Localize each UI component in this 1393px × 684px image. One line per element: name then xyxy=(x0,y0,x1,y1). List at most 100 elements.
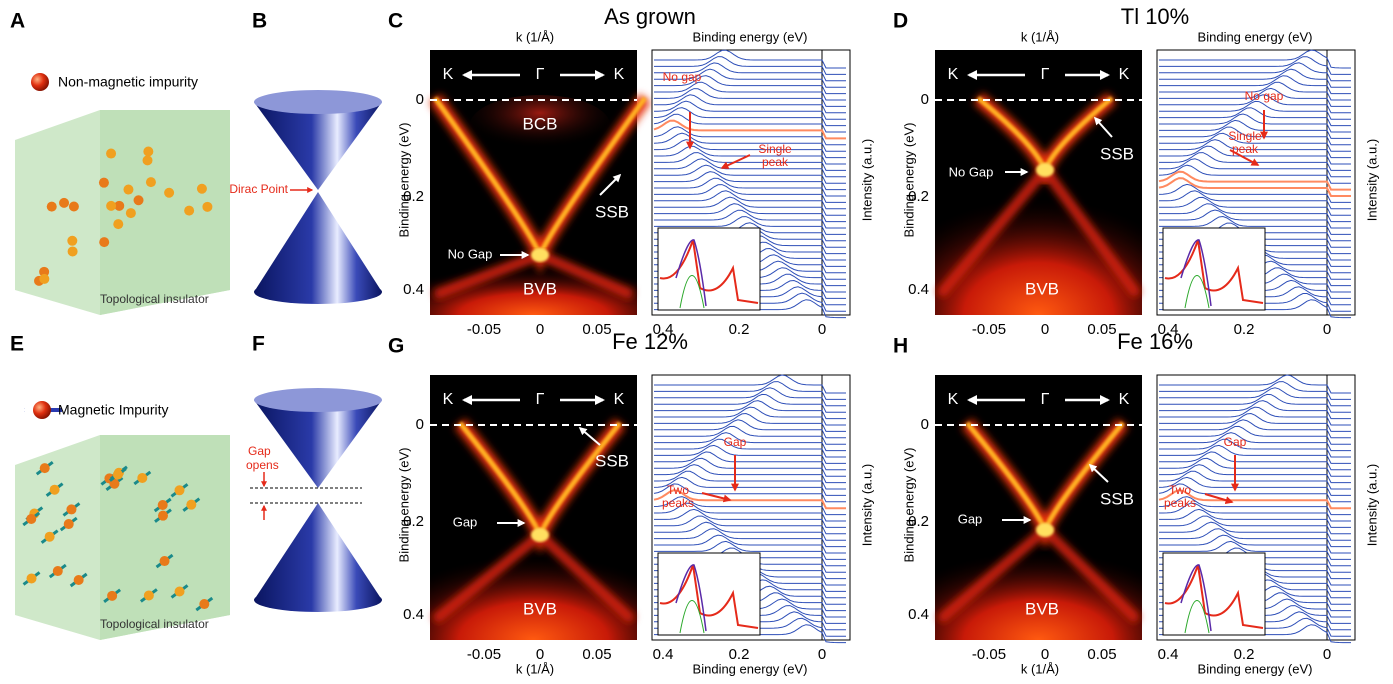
edc-highlight xyxy=(1158,177,1351,197)
impurity xyxy=(137,472,148,483)
edc-curve xyxy=(1159,158,1351,178)
impurity xyxy=(114,200,125,211)
edc-annotation: Single xyxy=(1228,129,1262,143)
inset-frame xyxy=(657,227,761,311)
edc-curve xyxy=(654,393,846,413)
edc-annotation: Single xyxy=(758,142,792,156)
edc-curve xyxy=(654,387,846,407)
edc-curve xyxy=(653,496,846,516)
impurity xyxy=(164,187,175,198)
edc-curve xyxy=(654,406,846,426)
image-label: No Gap xyxy=(949,164,994,179)
impurity xyxy=(143,590,154,601)
arpes-image xyxy=(429,50,651,315)
inset-red xyxy=(1164,239,1264,304)
edc-annotation: No gap xyxy=(1245,89,1284,103)
edc-curve xyxy=(654,425,846,445)
y-tick-label: 0 xyxy=(921,91,929,108)
y-axis-title: Binding energy (eV) xyxy=(901,123,916,238)
direction-label: Γ xyxy=(1041,66,1050,83)
label-arrow xyxy=(1093,116,1113,138)
edc-highlight xyxy=(1158,489,1351,510)
panel-label: B xyxy=(252,10,267,33)
y-tick-label: 0 xyxy=(921,416,929,433)
edc-curve xyxy=(654,209,846,229)
arpes-image xyxy=(935,375,1142,640)
y-axis-title: Binding energy (eV) xyxy=(396,123,411,238)
edc-curve xyxy=(1159,502,1351,522)
edc-curve xyxy=(1159,515,1351,535)
edc-curve xyxy=(1159,56,1351,75)
x-tick-label: -0.05 xyxy=(972,646,1006,663)
inset xyxy=(1162,552,1266,636)
intensity-axis-title: Intensity (a.u.) xyxy=(859,464,874,546)
inset xyxy=(657,552,761,636)
edc-tick-label: 0.2 xyxy=(1234,321,1255,338)
direction-label: Γ xyxy=(536,66,545,83)
edc-curve xyxy=(1159,534,1351,554)
impurity xyxy=(143,146,154,157)
image-label: BCB xyxy=(523,114,558,133)
direction-label: K xyxy=(948,391,959,408)
edc-curve xyxy=(654,400,846,420)
panel-title: Fe 16% xyxy=(1117,329,1193,354)
inset-purple xyxy=(1180,564,1212,632)
impurity xyxy=(39,463,50,474)
direction-label: K xyxy=(1119,391,1130,408)
edc-curve xyxy=(654,94,846,114)
edc-annotation: Two xyxy=(1169,483,1191,497)
edc-highlight xyxy=(653,119,846,140)
edc-annotation: Gap xyxy=(1224,435,1247,449)
impurity xyxy=(66,504,77,515)
image-label: Gap xyxy=(958,511,983,526)
edc-curve xyxy=(1159,470,1351,490)
edc-curve xyxy=(1159,432,1351,452)
impurity-dots xyxy=(34,146,213,286)
impurity xyxy=(107,590,118,601)
intensity-axis-title: Intensity (a.u.) xyxy=(1364,139,1379,221)
inset xyxy=(657,227,761,311)
bvb-glow xyxy=(935,170,1142,315)
panel-label: H xyxy=(893,335,908,358)
inset-red xyxy=(659,564,759,629)
inset-green xyxy=(679,275,705,309)
edc-curve xyxy=(653,483,846,503)
edc-curve xyxy=(654,203,846,223)
edc-curve xyxy=(1159,81,1351,101)
x-tick-label: -0.05 xyxy=(467,321,501,338)
impurity xyxy=(196,183,207,194)
edc-curve xyxy=(654,457,846,477)
image-label: SSB xyxy=(1100,144,1134,163)
impurity xyxy=(106,148,117,159)
edc-curve xyxy=(1159,107,1351,127)
x-tick-label: -0.05 xyxy=(972,321,1006,338)
x-tick-label: 0 xyxy=(1041,646,1049,663)
edc-curve xyxy=(1159,215,1351,235)
impurity xyxy=(98,177,109,188)
edc-curve xyxy=(1158,476,1351,496)
impurity xyxy=(44,531,55,542)
edc-curve xyxy=(654,464,846,484)
edc-tick-label: 0 xyxy=(818,646,826,663)
impurity xyxy=(59,197,70,208)
label-arrow xyxy=(599,173,622,196)
edc-tick-label: 0.4 xyxy=(653,321,674,338)
edc-tick-label: 0 xyxy=(818,321,826,338)
impurity xyxy=(46,201,57,212)
impurity xyxy=(52,566,63,577)
inset-green xyxy=(679,600,705,634)
impurity xyxy=(112,469,123,480)
intensity-axis-title: Intensity (a.u.) xyxy=(1364,464,1379,546)
edc-curve xyxy=(653,107,846,127)
edc-curve xyxy=(1159,75,1351,95)
edc-curve xyxy=(1159,113,1351,133)
impurity xyxy=(174,586,185,597)
edc-axis-title: Binding energy (eV) xyxy=(1198,661,1313,676)
panel-title: Tl 10% xyxy=(1121,4,1189,29)
y-axis-title: Binding energy (eV) xyxy=(396,448,411,563)
caption: Topological insulator xyxy=(100,617,209,631)
dirac-cone xyxy=(254,90,382,304)
edc-curve xyxy=(654,470,846,490)
edc-curve xyxy=(1159,540,1351,560)
label-arrow xyxy=(578,426,601,446)
